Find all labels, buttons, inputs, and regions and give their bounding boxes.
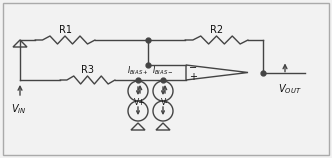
- Text: $I_{BIAS-}$: $I_{BIAS-}$: [152, 64, 174, 77]
- Text: V+: V+: [134, 98, 146, 107]
- Text: $V_{IN}$: $V_{IN}$: [11, 102, 27, 116]
- FancyBboxPatch shape: [3, 3, 329, 155]
- Text: R2: R2: [210, 25, 223, 35]
- Text: R3: R3: [81, 65, 94, 75]
- Text: +: +: [189, 72, 197, 82]
- Text: V-: V-: [161, 98, 169, 107]
- Text: −: −: [189, 63, 197, 73]
- Text: R1: R1: [58, 25, 71, 35]
- Text: $V_{OUT}$: $V_{OUT}$: [278, 82, 302, 96]
- Text: $I_{BIAS+}$: $I_{BIAS+}$: [127, 64, 149, 77]
